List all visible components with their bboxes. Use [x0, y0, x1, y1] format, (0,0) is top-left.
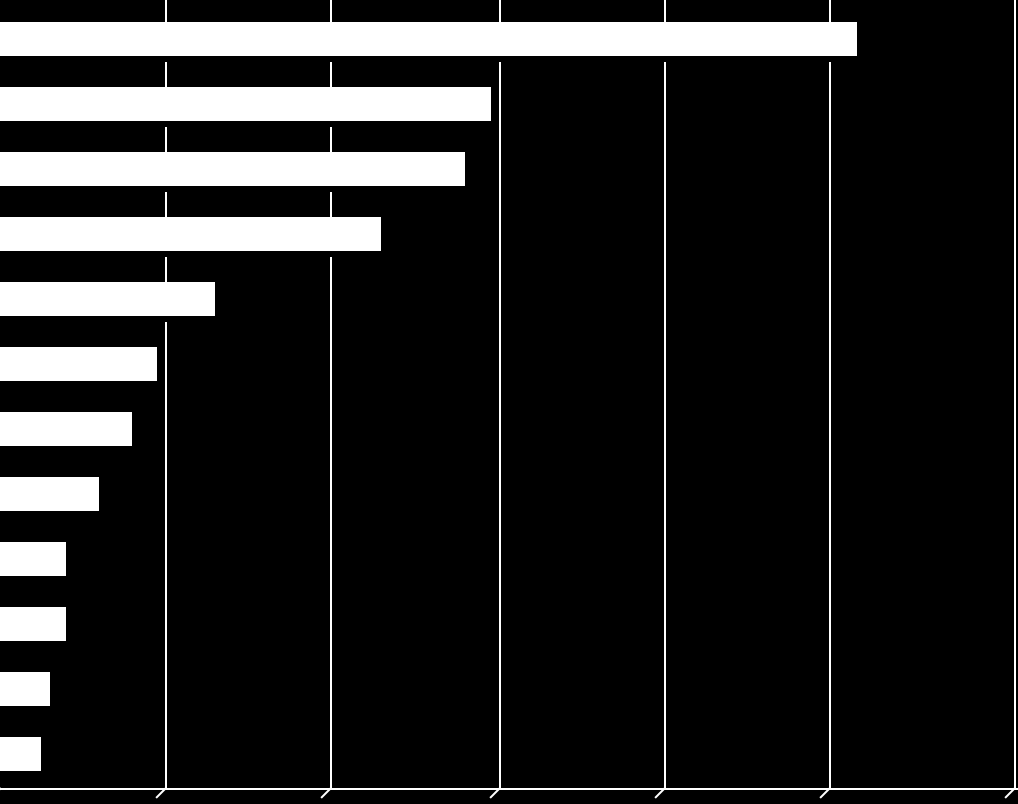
gridline-vertical [1014, 0, 1016, 788]
bar [0, 412, 132, 446]
bar [0, 217, 381, 251]
bar [0, 672, 50, 706]
x-axis-baseline [0, 788, 1018, 790]
bar [0, 152, 465, 186]
bar [0, 87, 491, 121]
bar [0, 282, 215, 316]
gridline-vertical [499, 0, 501, 788]
bar [0, 22, 857, 56]
bar [0, 477, 99, 511]
bar [0, 542, 66, 576]
bar [0, 737, 41, 771]
bar [0, 607, 66, 641]
bar [0, 347, 157, 381]
gridline-vertical [829, 0, 831, 788]
gridline-vertical [664, 0, 666, 788]
horizontal-bar-chart [0, 0, 1018, 804]
